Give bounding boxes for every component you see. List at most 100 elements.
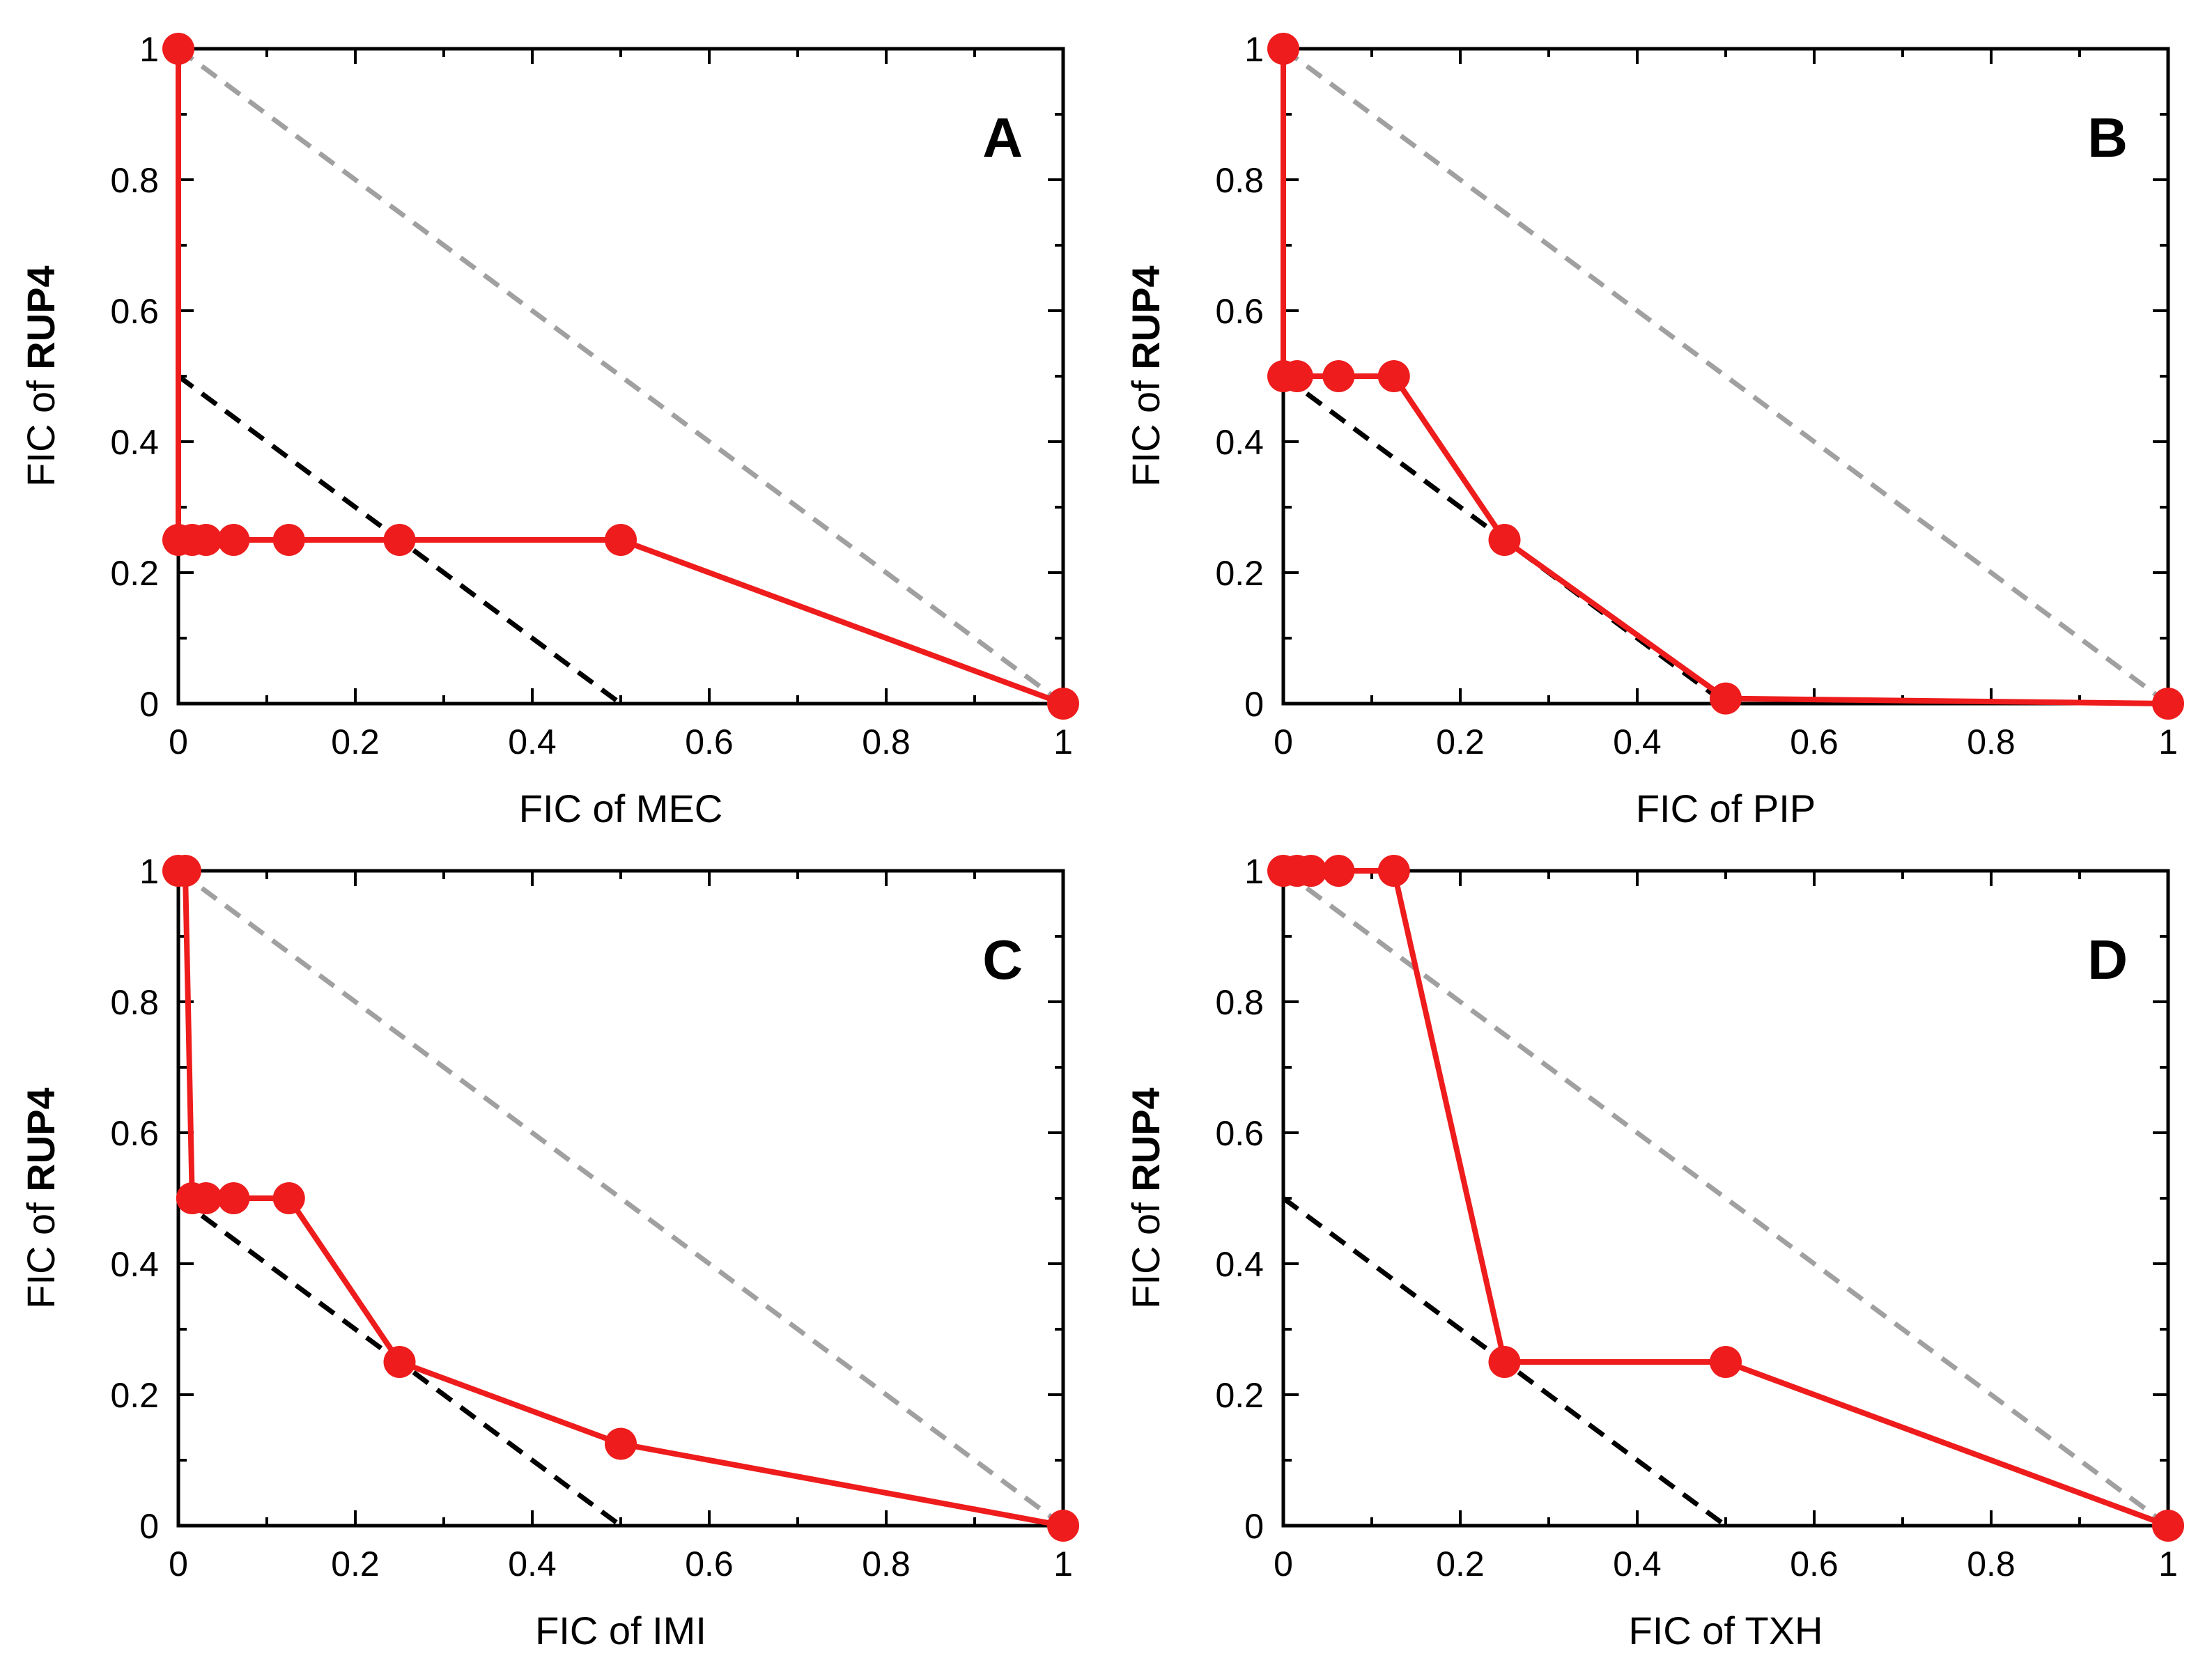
- panel-b-y-tick-label: 0.6: [1215, 292, 1264, 331]
- panel-d-data-point: [1294, 855, 1327, 887]
- panel-d-x-tick-label: 1: [2158, 1544, 2178, 1583]
- panel-a-y-axis-title-bold: RUP4: [19, 265, 63, 369]
- panel-a-x-tick-label: 1: [1053, 722, 1073, 761]
- panel-b-x-tick-label: 0.4: [1613, 722, 1662, 761]
- panel-b-y-axis-title-prefix: FIC of: [1124, 370, 1168, 487]
- panel-a-data-point: [1047, 688, 1079, 720]
- panel-a-data-point: [272, 524, 305, 556]
- panel-d-data-point: [1322, 855, 1355, 887]
- panel-c-y-tick-label: 0.4: [110, 1245, 159, 1284]
- panel-a-x-tick-label: 0: [169, 722, 188, 761]
- panel-c-y-tick-label: 0.8: [110, 983, 159, 1022]
- panel-c-y-tick-label: 0.2: [110, 1376, 159, 1415]
- panel-c-y-axis-title-bold: RUP4: [19, 1087, 63, 1191]
- panel-a-data-point: [605, 524, 637, 556]
- panel-d-isobologram-line: [1283, 868, 2170, 1528]
- panel-b-x-tick-label: 0.8: [1967, 722, 2016, 761]
- panel-b-x-tick-label: 0.6: [1790, 722, 1839, 761]
- panel-a-x-axis-title: FIC of MEC: [519, 787, 722, 830]
- panel-a-data-point: [190, 524, 222, 556]
- panel-c-plot-frame: [176, 869, 1065, 1528]
- panel-d-y-tick-label: 0.6: [1215, 1114, 1264, 1153]
- panel-a-isobologram-line: [176, 49, 1065, 706]
- panel-c: 0 0.2 0.4 0.6 0.8 1 0 0.2 0.4 0.6 0.8 1 FIC of IMI FI…: [19, 852, 1079, 1652]
- panel-a-y-axis-title: FIC of RUP4: [19, 265, 63, 486]
- panel-a-y-tick-label: 0.2: [110, 554, 159, 593]
- panel-a-data-point: [217, 524, 250, 556]
- panel-d-x-axis-title: FIC of TXH: [1628, 1609, 1823, 1652]
- panel-c-y-tick-label: 1: [139, 852, 159, 891]
- panel-d-x-tick-label: 0: [1274, 1544, 1293, 1583]
- panel-a-y-tick-label: 0.8: [110, 161, 159, 200]
- panel-b-data-point: [1710, 682, 1742, 715]
- panel-b-x-tick-label: 0.2: [1436, 722, 1485, 761]
- panel-d-y-axis-title-prefix: FIC of: [1124, 1192, 1168, 1309]
- panel-d-y-axis-title-bold: RUP4: [1124, 1087, 1168, 1191]
- panel-c-x-tick-label: 0.8: [862, 1544, 911, 1583]
- panel-c-y-tick-label: 0: [139, 1507, 159, 1546]
- panel-a-additivity-line: [176, 47, 1065, 706]
- panel-a-y-tick-label: 1: [139, 30, 159, 69]
- panel-b-data-point: [1281, 360, 1313, 392]
- panel-c-data-point: [217, 1182, 250, 1214]
- panel-d-data-point: [1377, 855, 1410, 887]
- panel-c-letter: C: [982, 929, 1023, 991]
- panel-b-y-tick-label: 0: [1244, 685, 1264, 724]
- panel-d: 0 0.2 0.4 0.6 0.8 1 0 0.2 0.4 0.6 0.8 1 FIC of TXH FI…: [1124, 852, 2184, 1652]
- panel-d-x-tick-label: 0.2: [1436, 1544, 1485, 1583]
- panel-d-y-tick-label: 1: [1244, 852, 1264, 891]
- panel-d-letter: D: [2087, 929, 2128, 991]
- panel-b-isobologram-line: [1281, 49, 2169, 706]
- panel-d-x-tick-label: 0.4: [1613, 1544, 1662, 1583]
- panel-d-additivity-line: [1281, 869, 2170, 1528]
- panel-c-x-tick-label: 1: [1053, 1544, 1073, 1583]
- panel-a-x-tick-label: 0.2: [331, 722, 380, 761]
- panel-a: 0 0.2 0.4 0.6 0.8 1 0 0.2 0.4 0.6 0.8 1 FIC of MEC FI…: [19, 30, 1079, 830]
- panel-b: 0 0.2 0.4 0.6 0.8 1 0 0.2 0.4 0.6 0.8 1 FIC of PIP FI…: [1124, 30, 2184, 830]
- panel-b-data-point: [2152, 688, 2184, 720]
- panel-a-letter: A: [982, 107, 1023, 169]
- panel-a-data-point: [162, 33, 194, 65]
- panel-a-plot-frame: [176, 47, 1065, 706]
- panel-c-y-axis-title-prefix: FIC of: [19, 1192, 63, 1309]
- panel-d-x-tick-label: 0.6: [1790, 1544, 1839, 1583]
- panel-b-x-tick-label: 0: [1274, 722, 1293, 761]
- panel-d-x-tick-label: 0.8: [1967, 1544, 2016, 1583]
- panel-b-letter: B: [2087, 107, 2128, 169]
- panel-b-y-tick-label: 0.4: [1215, 423, 1264, 462]
- panel-d-y-tick-label: 0.4: [1215, 1245, 1264, 1284]
- panel-a-y-tick-label: 0.6: [110, 292, 159, 331]
- panel-c-x-axis-title: FIC of IMI: [535, 1609, 706, 1652]
- panel-a-y-axis-title-prefix: FIC of: [19, 370, 63, 487]
- panel-b-x-axis-title: FIC of PIP: [1636, 787, 1816, 830]
- panel-a-x-tick-label: 0.8: [862, 722, 911, 761]
- panel-b-plot-frame: [1281, 47, 2170, 706]
- panel-b-x-tick-label: 1: [2158, 722, 2178, 761]
- panel-d-y-tick-label: 0.8: [1215, 983, 1264, 1022]
- panel-b-data-point: [1377, 360, 1410, 392]
- panel-d-data-point: [2152, 1510, 2184, 1542]
- panel-c-data-point: [272, 1182, 305, 1214]
- panel-c-x-tick-label: 0.2: [331, 1544, 380, 1583]
- panel-b-data-point: [1322, 360, 1355, 392]
- panel-a-y-tick-label: 0.4: [110, 423, 159, 462]
- panel-b-additivity-line: [1281, 47, 2170, 706]
- panel-b-y-tick-label: 0.8: [1215, 161, 1264, 200]
- panel-c-data-point: [190, 1182, 222, 1214]
- panel-c-x-tick-label: 0: [169, 1544, 188, 1583]
- panel-b-data-point: [1267, 33, 1299, 65]
- panel-c-x-tick-label: 0.6: [685, 1544, 734, 1583]
- panel-c-x-tick-label: 0.4: [508, 1544, 557, 1583]
- panel-c-y-tick-label: 0.6: [110, 1114, 159, 1153]
- panel-a-x-tick-label: 0.4: [508, 722, 557, 761]
- panel-c-additivity-line: [176, 869, 1065, 1528]
- panel-b-y-tick-label: 0.2: [1215, 554, 1264, 593]
- panel-b-y-axis-title-bold: RUP4: [1124, 265, 1168, 369]
- panel-c-data-point: [169, 855, 201, 887]
- panel-b-y-axis-title: FIC of RUP4: [1124, 265, 1168, 486]
- panel-d-data-point: [1710, 1346, 1742, 1378]
- panel-b-y-tick-label: 1: [1244, 30, 1264, 69]
- panel-c-data-point: [383, 1346, 416, 1378]
- panel-a-data-point: [383, 524, 416, 556]
